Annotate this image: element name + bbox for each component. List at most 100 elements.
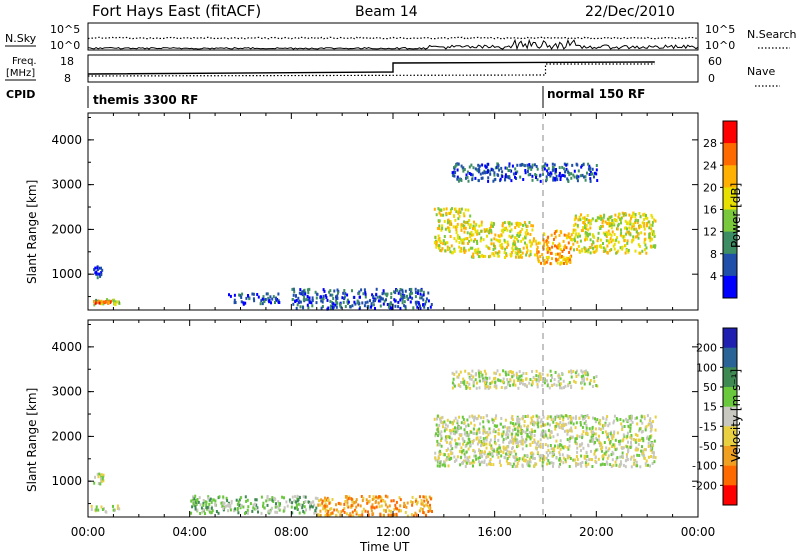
scatter-cell: [591, 172, 594, 176]
scatter-cell: [489, 169, 492, 173]
scatter-cell: [269, 295, 272, 299]
scatter-cell: [523, 424, 526, 428]
scatter-cell: [529, 378, 532, 381]
velocity-ylabel: Slant Range [km]: [25, 388, 39, 492]
scatter-cell: [508, 370, 511, 374]
scatter-cell: [449, 208, 452, 212]
scatter-cell: [419, 292, 422, 296]
scatter-cell: [101, 508, 104, 511]
scatter-cell: [536, 245, 539, 249]
scatter-cell: [291, 287, 294, 291]
power-ylabel: Slant Range [km]: [25, 180, 39, 284]
scatter-cell: [467, 222, 470, 226]
scatter-cell: [612, 244, 615, 248]
scatter-cell: [570, 426, 573, 430]
scatter-cell: [263, 300, 266, 304]
scatter-cell: [581, 173, 584, 177]
scatter-cell: [329, 299, 332, 303]
scatter-cell: [401, 301, 404, 305]
scatter-cell: [620, 228, 622, 232]
scatter-cell: [623, 234, 626, 238]
scatter-cell: [515, 373, 518, 377]
scatter-cell: [563, 429, 566, 433]
scatter-cell: [229, 294, 232, 298]
scatter-cell: [418, 302, 421, 306]
scatter-cell: [401, 288, 404, 292]
scatter-cell: [540, 261, 542, 265]
scatter-cell: [488, 247, 491, 251]
scatter-cell: [630, 455, 633, 459]
scatter-cell: [538, 375, 541, 379]
scatter-cell: [612, 421, 615, 425]
scatter-cell: [539, 438, 542, 442]
scatter-cell: [555, 168, 557, 171]
scatter-cell: [510, 179, 513, 183]
scatter-cell: [474, 230, 477, 234]
scatter-cell: [580, 369, 583, 373]
scatter-cell: [427, 291, 430, 295]
scatter-cell: [597, 236, 600, 240]
scatter-cell: [512, 441, 515, 445]
scatter-cell: [530, 241, 533, 245]
scatter-cell: [399, 498, 402, 502]
scatter-cell: [552, 241, 555, 245]
scatter-cell: [602, 417, 605, 421]
scatter-cell: [463, 379, 466, 383]
scatter-cell: [553, 231, 556, 235]
scatter-cell: [556, 261, 559, 265]
scatter-cell: [491, 418, 494, 422]
scatter-cell: [531, 379, 534, 383]
scatter-cell: [549, 435, 552, 439]
scatter-cell: [204, 500, 207, 504]
scatter-cell: [621, 451, 624, 455]
scatter-cell: [298, 496, 301, 499]
scatter-cell: [469, 223, 472, 227]
scatter-cell: [344, 305, 347, 308]
scatter-cell: [558, 465, 561, 469]
scatter-cell: [456, 222, 459, 226]
scatter-cell: [468, 218, 471, 222]
scatter-cell: [473, 418, 476, 422]
scatter-cell: [357, 513, 360, 517]
scatter-cell: [543, 167, 546, 171]
scatter-cell: [488, 229, 491, 232]
scatter-cell: [575, 441, 577, 445]
scatter-cell: [645, 425, 648, 429]
scatter-cell: [589, 226, 592, 230]
scatter-cell: [521, 379, 524, 383]
scatter-cell: [333, 289, 336, 293]
scatter-cell: [267, 498, 270, 502]
scatter-cell: [568, 173, 571, 177]
scatter-cell: [563, 262, 565, 265]
scatter-cell: [474, 222, 477, 226]
scatter-cell: [338, 302, 341, 306]
scatter-cell: [649, 223, 652, 227]
scatter-cell: [649, 435, 652, 439]
scatter-cell: [326, 512, 329, 516]
scatter-cell: [460, 249, 463, 253]
scatter-cell: [112, 504, 114, 508]
scatter-cell: [511, 234, 514, 238]
scatter-cell: [519, 253, 522, 257]
scatter-cell: [539, 255, 542, 259]
scatter-cell: [415, 502, 418, 506]
colorbar-segment: [723, 165, 737, 188]
scatter-cell: [322, 297, 325, 301]
scatter-cell: [464, 424, 467, 428]
scatter-cell: [555, 383, 558, 387]
scatter-cell: [351, 304, 354, 308]
scatter-cell: [202, 503, 205, 507]
scatter-cell: [482, 428, 485, 432]
scatter-cell: [455, 163, 458, 167]
scatter-cell: [454, 432, 456, 436]
colorbar-segment: [723, 187, 737, 210]
scatter-cell: [509, 439, 512, 443]
scatter-cell: [477, 249, 480, 253]
scatter-cell: [639, 224, 642, 228]
scatter-cell: [497, 455, 500, 459]
scatter-cell: [522, 456, 525, 460]
scatter-cell: [222, 502, 225, 506]
scatter-cell: [440, 208, 443, 212]
scatter-cell: [529, 244, 532, 248]
scatter-cell: [514, 172, 517, 175]
